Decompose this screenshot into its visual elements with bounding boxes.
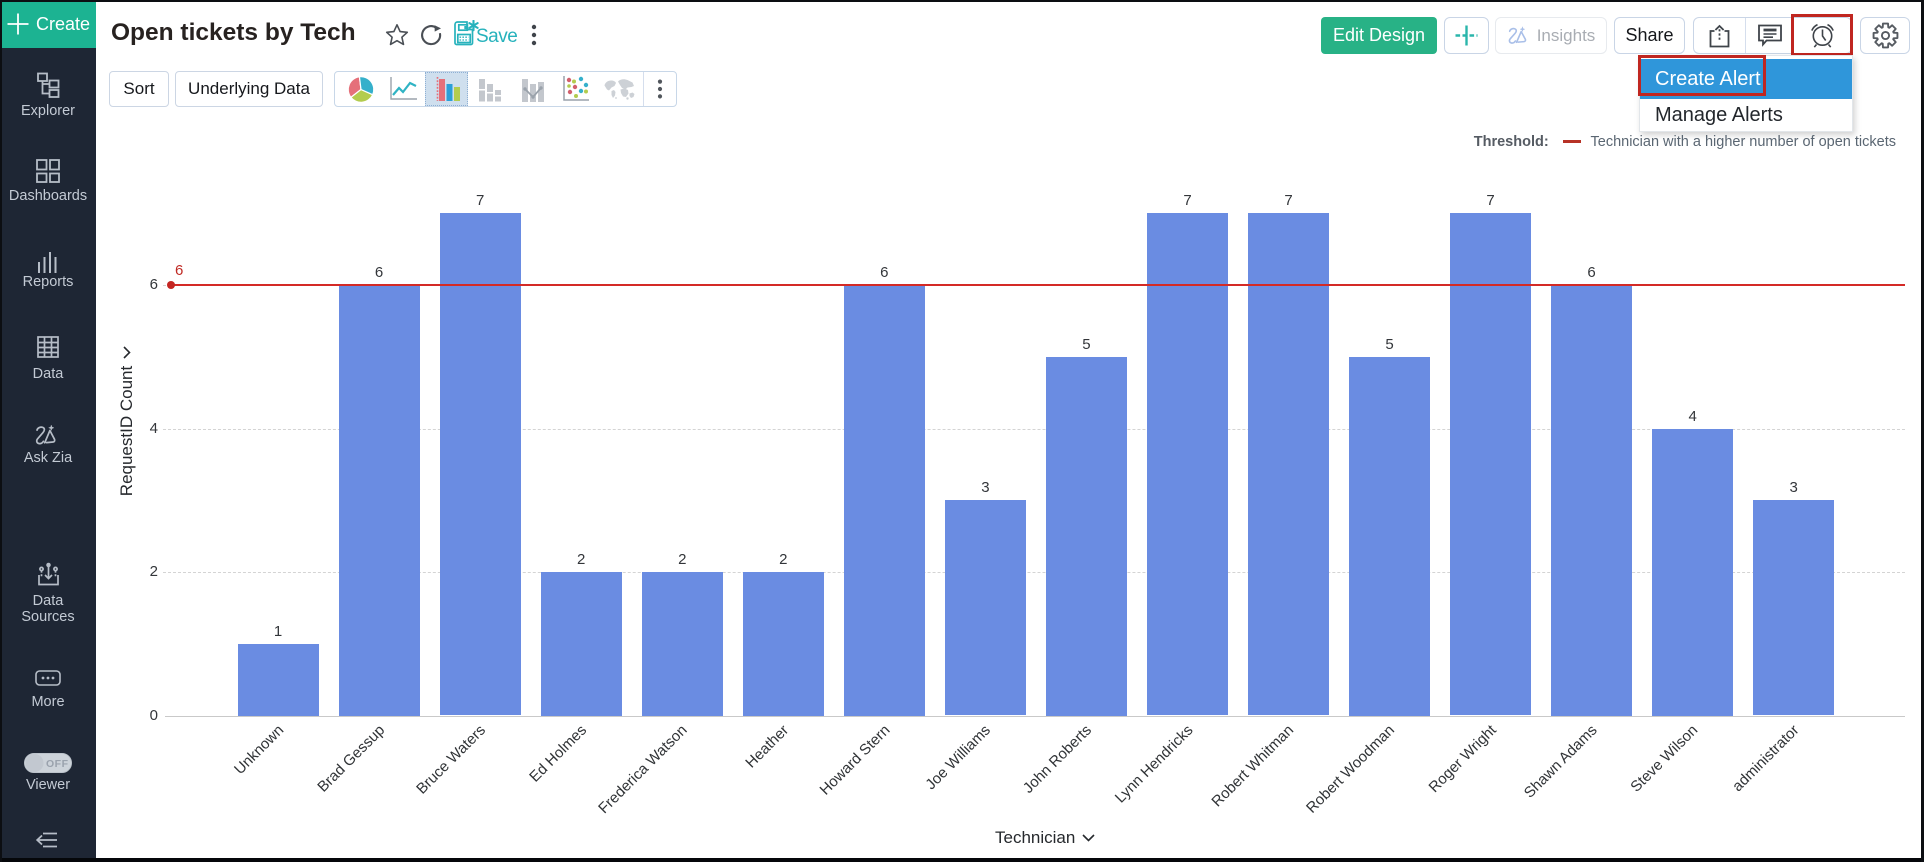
svg-text:OFF: OFF (46, 758, 69, 770)
